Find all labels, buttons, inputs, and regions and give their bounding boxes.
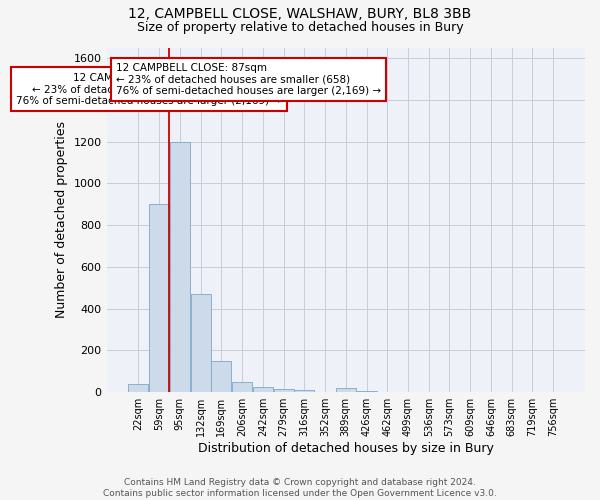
Text: 12, CAMPBELL CLOSE, WALSHAW, BURY, BL8 3BB: 12, CAMPBELL CLOSE, WALSHAW, BURY, BL8 3… (128, 8, 472, 22)
Bar (211, 361, 232, 392)
Bar (191, 294, 211, 392)
Bar (170, 142, 190, 392)
Bar (356, 391, 377, 392)
X-axis label: Distribution of detached houses by size in Bury: Distribution of detached houses by size … (198, 442, 494, 455)
Bar (336, 388, 356, 392)
Bar (149, 204, 169, 392)
Text: 12 CAMPBELL CLOSE: 87sqm
← 23% of detached houses are smaller (658)
76% of semi-: 12 CAMPBELL CLOSE: 87sqm ← 23% of detach… (116, 63, 381, 96)
Text: Contains HM Land Registry data © Crown copyright and database right 2024.
Contai: Contains HM Land Registry data © Crown c… (103, 478, 497, 498)
Bar (232, 382, 252, 392)
Text: Size of property relative to detached houses in Bury: Size of property relative to detached ho… (137, 21, 463, 34)
Bar (294, 390, 314, 392)
Bar (274, 389, 293, 392)
Bar (128, 384, 148, 392)
Text: 12 CAMPBELL CLOSE: 87sqm
← 23% of detached houses are smaller (658)
76% of semi-: 12 CAMPBELL CLOSE: 87sqm ← 23% of detach… (16, 72, 281, 106)
Bar (253, 387, 273, 392)
Y-axis label: Number of detached properties: Number of detached properties (55, 122, 68, 318)
